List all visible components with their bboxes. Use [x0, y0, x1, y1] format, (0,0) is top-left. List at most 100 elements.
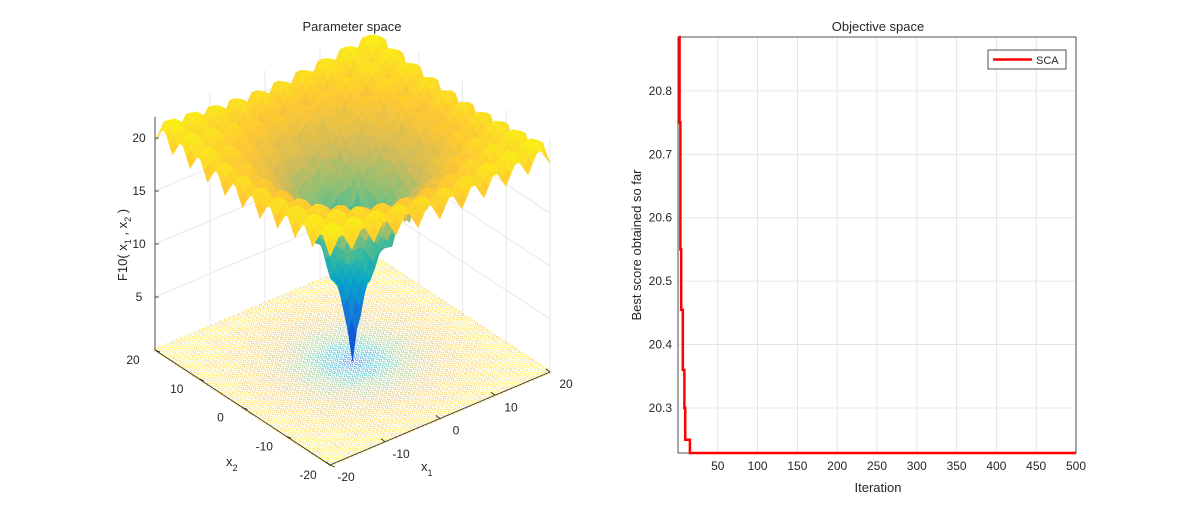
contour-mark: [323, 393, 327, 397]
contour-mark: [459, 354, 464, 359]
contour-mark: [399, 357, 403, 362]
contour-mark: [473, 349, 477, 353]
contour-mark: [425, 308, 430, 313]
contour-mark: [281, 403, 285, 408]
contour-mark: [427, 319, 431, 323]
contour-mark: [491, 337, 495, 342]
contour-mark: [287, 318, 292, 322]
contour-mark: [388, 351, 392, 355]
contour-mark: [233, 348, 237, 352]
contour-mark: [452, 388, 456, 392]
contour-mark: [342, 396, 347, 401]
contour-mark: [404, 276, 409, 280]
contour-mark: [206, 364, 210, 368]
contour-mark: [225, 367, 229, 371]
contour-mark: [298, 396, 303, 400]
contour-mark: [413, 291, 417, 295]
contour-mark: [367, 303, 371, 307]
contour-mark: [330, 288, 334, 293]
contour-mark: [282, 361, 286, 366]
contour-mark: [420, 390, 424, 394]
contour-mark: [419, 319, 423, 323]
contour-mark: [247, 395, 251, 399]
contour-mark: [366, 417, 370, 421]
contour-mark: [346, 456, 350, 460]
contour-mark: [326, 414, 331, 419]
contour-mark: [205, 382, 210, 387]
contour-mark: [217, 347, 221, 352]
contour-mark: [445, 402, 449, 406]
contour-mark: [464, 372, 468, 376]
contour-mark: [531, 373, 535, 377]
contour-mark: [355, 395, 359, 399]
contour-mark: [269, 405, 273, 409]
contour-mark: [414, 396, 419, 400]
contour-mark: [385, 420, 389, 424]
contour-mark: [459, 340, 463, 344]
contour-mark: [185, 364, 189, 369]
contour-mark: [335, 301, 339, 305]
contour-mark: [255, 358, 259, 362]
contour-mark: [344, 388, 348, 392]
contour-mark: [357, 364, 362, 368]
contour-mark: [292, 368, 297, 373]
contour-mark: [329, 349, 333, 354]
contour-mark: [228, 388, 232, 392]
contour-mark: [407, 429, 411, 434]
contour-mark: [313, 439, 317, 443]
contour-mark: [282, 305, 286, 309]
contour-mark: [487, 392, 491, 396]
contour-mark: [319, 448, 323, 452]
contour-mark: [364, 406, 368, 410]
contour-mark: [422, 287, 426, 291]
contour-mark: [429, 292, 433, 296]
contour-mark: [288, 427, 292, 431]
contour-mark: [347, 376, 351, 380]
contour-mark: [287, 303, 291, 307]
contour-mark: [503, 374, 507, 378]
contour-mark: [207, 340, 211, 345]
contour-mark: [394, 416, 398, 420]
contour-mark: [243, 374, 247, 378]
contour-mark: [370, 434, 374, 438]
contour-mark: [411, 375, 415, 379]
contour-mark: [321, 383, 326, 387]
contour-mark: [468, 370, 472, 374]
contour-mark: [423, 392, 427, 397]
contour-mark: [300, 388, 304, 392]
contour-mark: [427, 338, 431, 342]
contour-mark: [387, 430, 391, 435]
contour-mark: [207, 355, 211, 359]
contour-mark: [412, 352, 416, 356]
contour-mark: [200, 332, 205, 336]
contour-mark: [439, 412, 443, 416]
contour-mark: [478, 324, 482, 328]
contour-mark: [320, 391, 324, 395]
contour-mark: [433, 385, 437, 389]
contour-mark: [399, 282, 403, 286]
contour-mark: [260, 352, 264, 356]
contour-mark: [408, 350, 413, 354]
contour-mark: [396, 351, 400, 355]
contour-mark: [376, 428, 380, 432]
contour-mark: [438, 360, 442, 364]
contour-mark: [320, 372, 324, 376]
contour-mark: [470, 342, 474, 347]
contour-mark: [314, 397, 318, 401]
contour-mark: [397, 366, 401, 370]
contour-mark: [541, 365, 545, 370]
contour-mark: [383, 319, 387, 323]
contour-mark: [386, 325, 390, 329]
contour-mark: [488, 335, 492, 339]
contour-mark: [275, 357, 279, 361]
contour-mark: [472, 387, 477, 391]
contour-mark: [343, 411, 347, 415]
contour-mark: [325, 442, 329, 446]
contour-mark: [483, 394, 487, 398]
contour-mark: [333, 423, 337, 427]
contour-mark: [395, 317, 400, 321]
contour-mark: [512, 370, 516, 374]
contour-mark: [407, 392, 412, 396]
contour-mark: [358, 416, 362, 420]
contour-mark: [303, 285, 307, 289]
